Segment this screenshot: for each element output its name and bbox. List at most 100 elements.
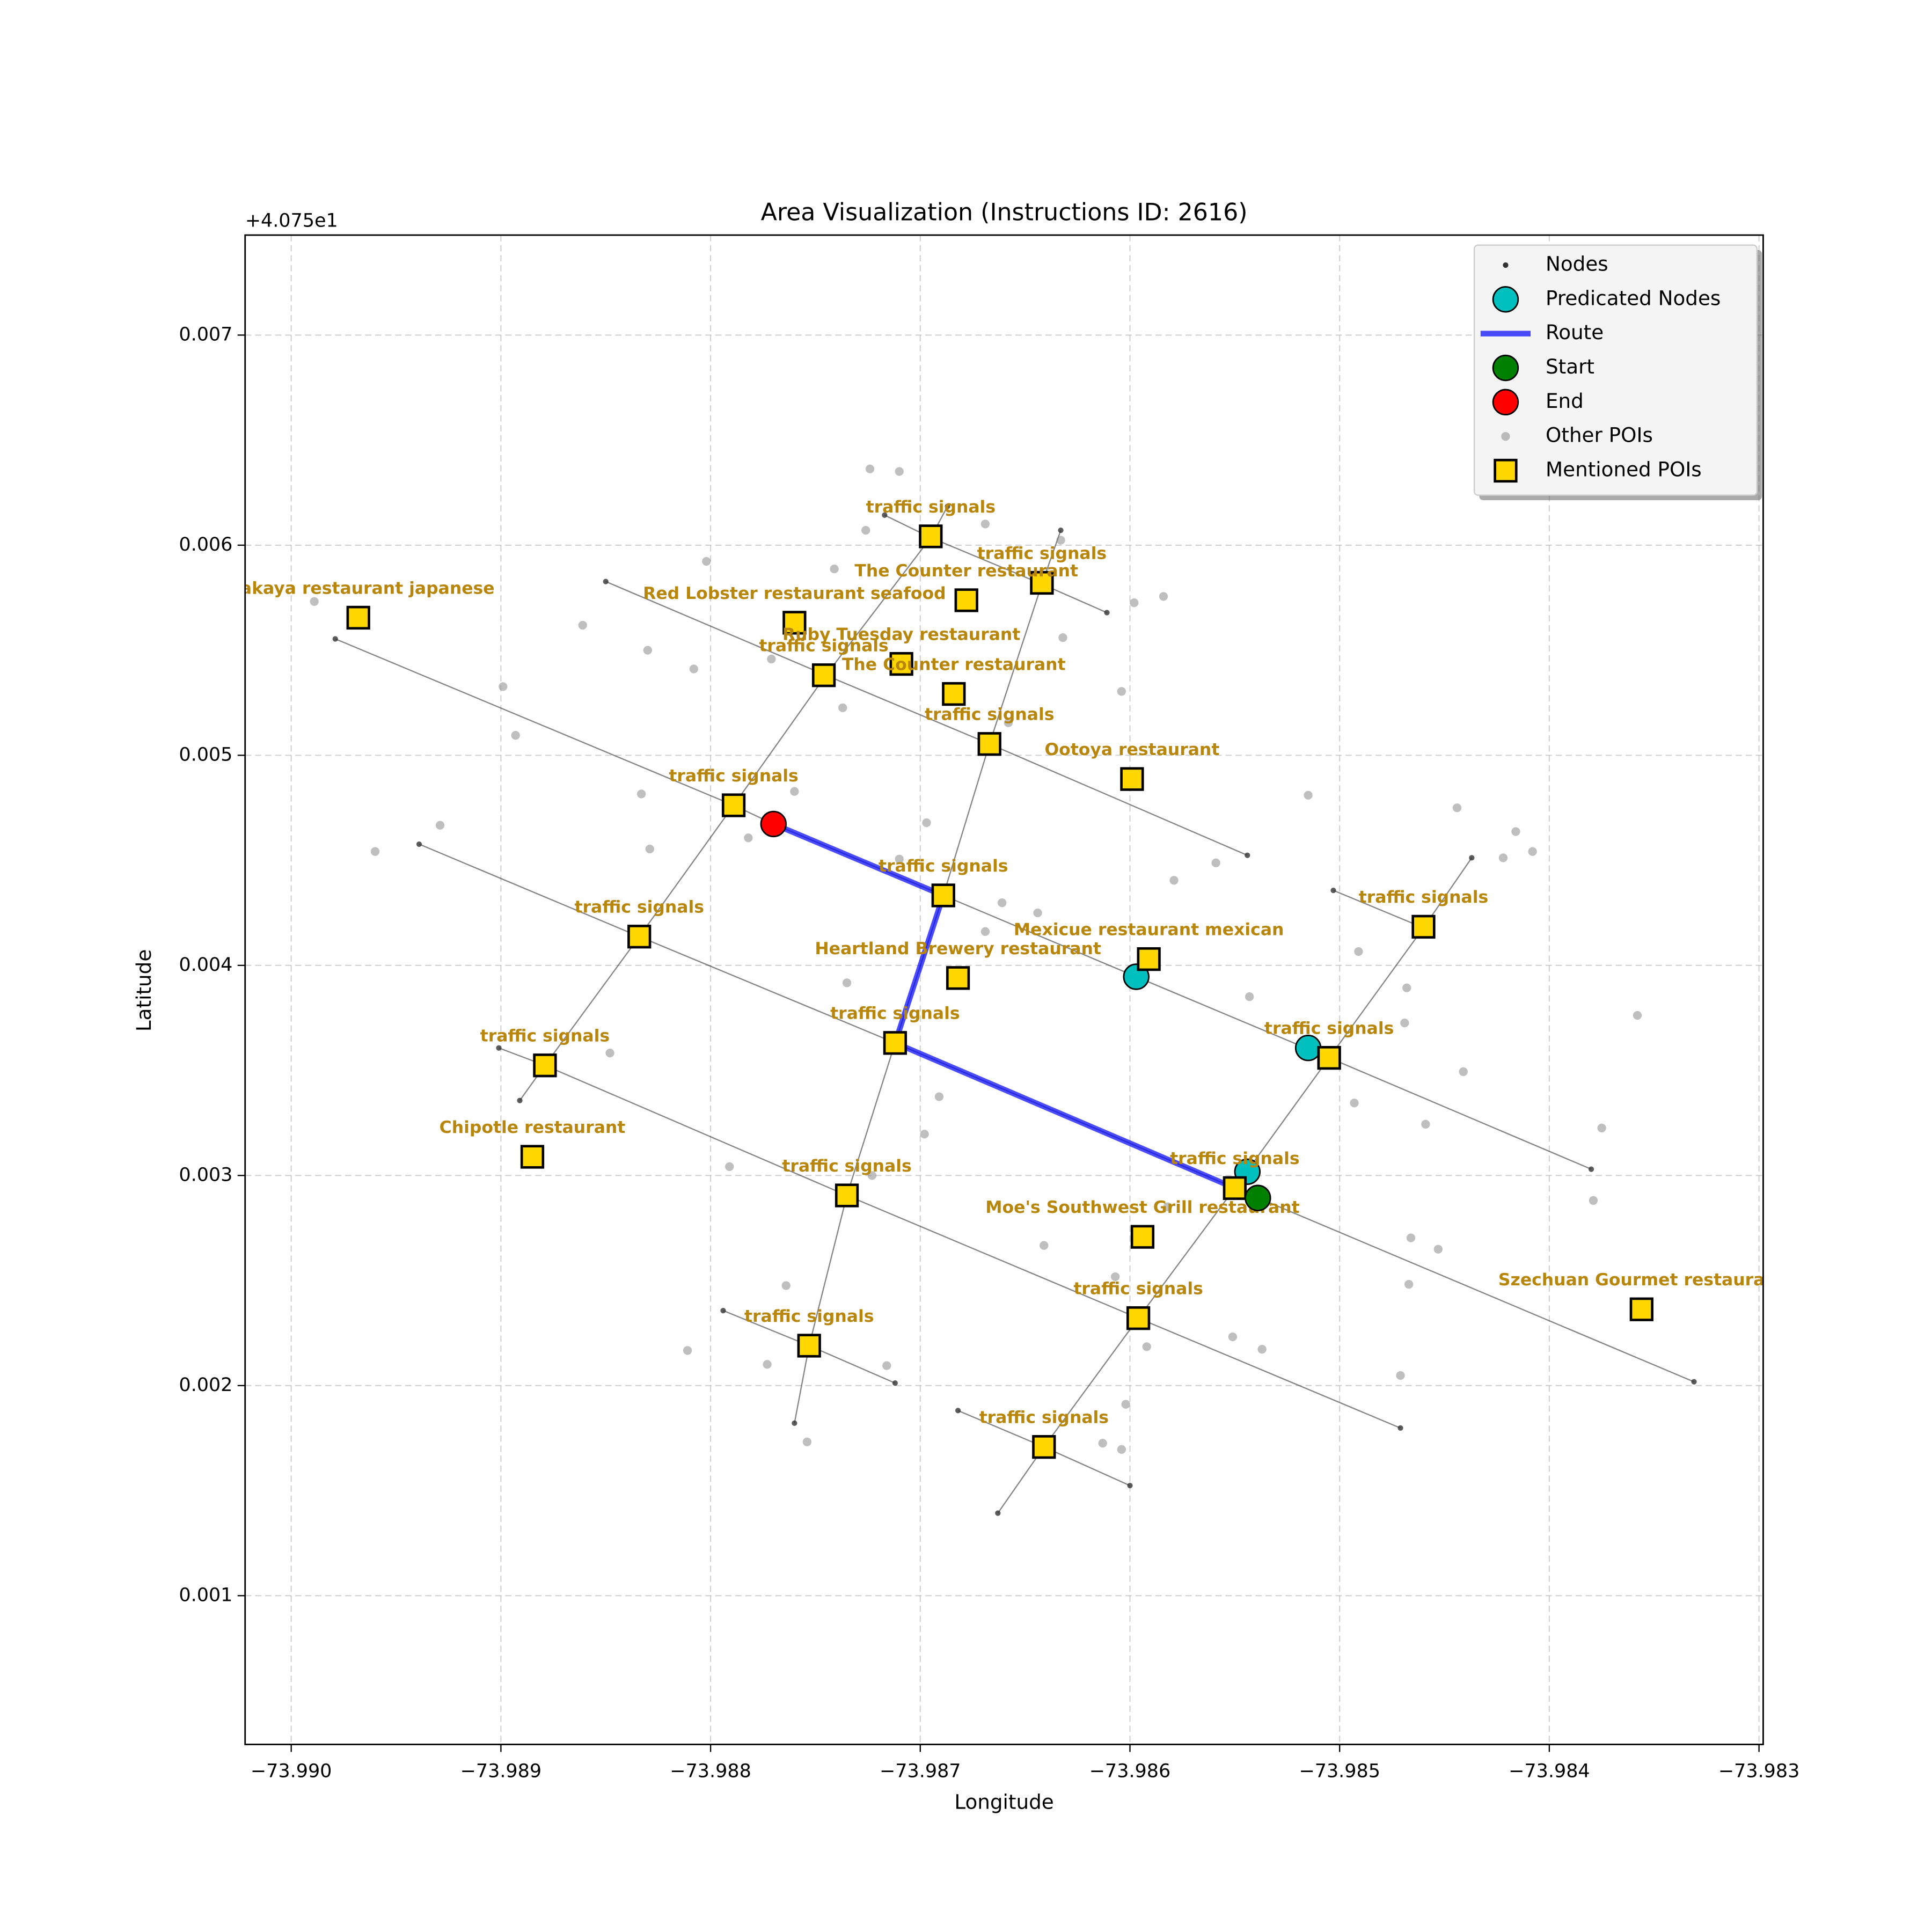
street bbox=[884, 514, 1107, 613]
poi-label: traffic signals bbox=[744, 1307, 874, 1326]
legend-swatch bbox=[1501, 432, 1510, 441]
other-poi bbox=[1142, 1342, 1151, 1351]
other-poi bbox=[1130, 598, 1139, 608]
poi-label: traffic signals bbox=[759, 636, 888, 656]
other-poi bbox=[1400, 1018, 1409, 1028]
other-poi bbox=[1396, 1371, 1405, 1380]
node bbox=[892, 1380, 898, 1386]
node bbox=[955, 1408, 961, 1414]
node bbox=[995, 1510, 1001, 1516]
poi-label: traffic signals bbox=[782, 1157, 911, 1176]
other-poi bbox=[1528, 847, 1537, 856]
street bbox=[605, 581, 1248, 856]
other-poi bbox=[865, 464, 875, 473]
start-node bbox=[1245, 1184, 1271, 1211]
other-poi bbox=[1117, 1445, 1126, 1454]
other-poi bbox=[922, 818, 931, 828]
other-poi bbox=[435, 821, 445, 830]
other-poi bbox=[895, 467, 904, 476]
other-poi bbox=[1163, 1202, 1172, 1211]
other-poi bbox=[1406, 1233, 1416, 1242]
node bbox=[496, 1045, 502, 1051]
mentioned-poi bbox=[627, 925, 652, 949]
mentioned-poi bbox=[782, 611, 807, 635]
y-tick-label: 0.005 bbox=[179, 744, 232, 765]
x-tick-label: −73.984 bbox=[1509, 1761, 1590, 1782]
x-tick-label: −73.989 bbox=[460, 1761, 542, 1782]
poi-label: traffic signals bbox=[574, 898, 704, 917]
node bbox=[882, 512, 888, 518]
legend-label: End bbox=[1546, 389, 1584, 413]
mentioned-poi bbox=[889, 652, 913, 676]
legend-swatch bbox=[1492, 286, 1519, 313]
poi-label: traffic signals bbox=[879, 857, 1008, 876]
mentioned-poi bbox=[1411, 914, 1436, 939]
mentioned-poi bbox=[1223, 1176, 1247, 1200]
other-poi bbox=[1098, 1438, 1107, 1448]
other-poi bbox=[1110, 1272, 1120, 1282]
poi-label: Chipotle restaurant bbox=[440, 1118, 626, 1137]
y-tick-label: 0.006 bbox=[179, 534, 232, 555]
other-poi bbox=[1452, 803, 1462, 813]
other-poi bbox=[830, 564, 839, 574]
route bbox=[772, 821, 1236, 1191]
other-poi bbox=[781, 1281, 791, 1290]
x-tick-label: −73.985 bbox=[1299, 1761, 1380, 1782]
y-axis-label: Latitude bbox=[132, 949, 156, 1031]
plot-area: Inakaya restaurant japanese Red Lobster r… bbox=[245, 464, 1763, 1516]
other-poi bbox=[605, 1048, 614, 1058]
other-poi bbox=[861, 525, 870, 535]
other-poi bbox=[744, 833, 753, 843]
ticks: −73.990 −73.989 −73.988 −73.987 −73.986 −73.9… bbox=[179, 324, 1799, 1782]
legend-label: Start bbox=[1546, 355, 1594, 378]
poi-label: Red Lobster restaurant seafood bbox=[643, 584, 946, 603]
other-poi bbox=[1159, 592, 1168, 601]
node bbox=[332, 636, 338, 642]
axes-frame bbox=[244, 234, 1764, 1745]
other-poi bbox=[1211, 858, 1220, 867]
other-poi bbox=[1421, 1119, 1430, 1129]
other-poi bbox=[499, 682, 508, 691]
legend-swatch bbox=[1494, 458, 1518, 483]
other-poi bbox=[1117, 687, 1126, 696]
poi-label: traffic signals bbox=[979, 1408, 1109, 1428]
node bbox=[1330, 887, 1336, 894]
y-tick-label: 0.002 bbox=[179, 1374, 232, 1396]
mentioned-poi bbox=[1120, 767, 1144, 791]
other-poi bbox=[882, 1361, 891, 1370]
poi-label: traffic signals bbox=[1359, 888, 1488, 907]
mentioned-poi bbox=[1126, 1306, 1151, 1330]
other-poi bbox=[1058, 633, 1067, 642]
poi-label: traffic signals bbox=[1170, 1149, 1299, 1168]
legend-label: Predicated Nodes bbox=[1546, 286, 1721, 310]
node bbox=[1127, 1483, 1133, 1489]
y-tick-label: 0.003 bbox=[179, 1164, 232, 1185]
other-poi bbox=[867, 1171, 877, 1180]
other-poi bbox=[1004, 718, 1013, 727]
other-poi bbox=[702, 557, 711, 566]
other-poi bbox=[920, 1130, 929, 1139]
mentioned-poi bbox=[942, 682, 966, 706]
node bbox=[603, 579, 609, 584]
poi-label: The Counter restaurant bbox=[842, 655, 1066, 674]
other-poi bbox=[370, 847, 380, 856]
poi-label: traffic signals bbox=[925, 705, 1054, 724]
node bbox=[517, 1097, 523, 1103]
poi-label: traffic signals bbox=[480, 1027, 610, 1046]
other-poi bbox=[842, 978, 852, 987]
mentioned-poi bbox=[1137, 947, 1161, 971]
mentioned-poi bbox=[1032, 1435, 1056, 1459]
other-poi bbox=[802, 1437, 811, 1446]
y-tick-label: 0.007 bbox=[179, 324, 232, 345]
node bbox=[1397, 1425, 1403, 1431]
other-poi bbox=[725, 1162, 734, 1172]
other-poi bbox=[1121, 1400, 1130, 1409]
other-poi bbox=[1433, 1245, 1443, 1254]
legend-swatch bbox=[1492, 389, 1519, 416]
other-poi bbox=[998, 898, 1007, 908]
mentioned-poi bbox=[835, 1183, 859, 1208]
node bbox=[1469, 855, 1475, 861]
poi-label: Ruby Tuesday restaurant bbox=[782, 625, 1020, 644]
other-poi bbox=[767, 654, 776, 664]
node bbox=[1058, 527, 1064, 533]
